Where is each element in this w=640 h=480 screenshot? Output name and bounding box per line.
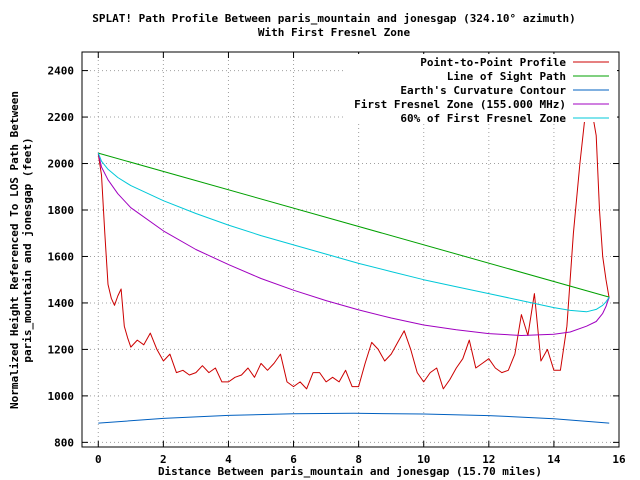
y-tick-label: 2000 [48,158,75,171]
y-tick-label: 1600 [48,250,75,263]
legend-background [345,54,617,122]
series-line-point-to-point-profile [97,70,610,390]
series-line-first-fresnel-zone [97,152,610,336]
series-line-line-of-sight-path [98,152,610,298]
series-line-earth-curvature-contour [98,412,610,424]
x-tick-label: 16 [612,453,626,466]
x-tick-label: 8 [355,453,362,466]
plot-frame [81,51,620,448]
y-tick-label: 800 [54,436,74,449]
y-axis-label-line1: Normalized Height Referenced To LOS Path… [8,91,21,409]
legend-label-sixty-percent-fresnel-zone: 60% of First Fresnel Zone [400,112,566,125]
chart-subtitle: With First Fresnel Zone [258,26,411,39]
legend-label-earth-curvature-contour: Earth's Curvature Contour [400,84,566,97]
y-tick-label: 1400 [48,297,75,310]
series-lines [97,70,610,424]
y-axis-label-line2: paris_mountain and jonesgap (feet) [21,137,34,362]
y-tick-label: 1000 [48,390,75,403]
x-axis-label: Distance Between paris_mountain and jone… [158,465,542,478]
x-tick-label: 10 [417,453,430,466]
x-tick-label: 14 [547,453,561,466]
x-tick-label: 0 [95,453,102,466]
y-tick-label: 2200 [48,111,75,124]
series-line-sixty-percent-fresnel-zone [97,152,610,313]
x-tick-label: 4 [225,453,232,466]
chart-title: SPLAT! Path Profile Between paris_mounta… [92,12,575,25]
axis-ticks: 0 2 4 6 8 10 12 14 16 800 1000 1200 1400 1600 1800 2000… [48,52,626,466]
y-tick-label: 2400 [48,65,75,78]
legend-label-line-of-sight-path: Line of Sight Path [447,70,566,83]
y-tick-label: 1200 [48,343,75,356]
y-tick-label: 1800 [48,204,75,217]
x-tick-label: 12 [482,453,495,466]
legend-label-point-to-point-profile: Point-to-Point Profile [420,56,566,69]
x-tick-label: 6 [290,453,297,466]
x-tick-label: 2 [160,453,167,466]
legend-label-first-fresnel-zone: First Fresnel Zone (155.000 MHz) [354,98,566,111]
